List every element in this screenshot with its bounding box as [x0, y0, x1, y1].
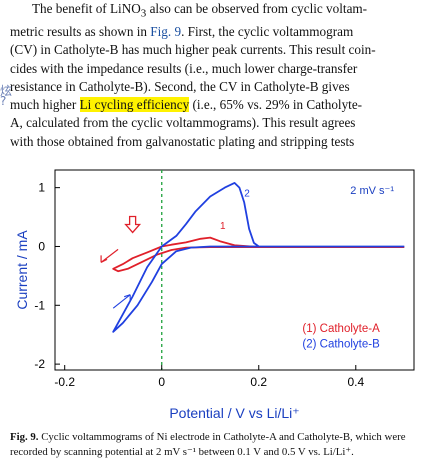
figure-caption: Fig. 9. Cyclic voltammograms of Ni elect… — [10, 430, 422, 460]
body-paragraph: The benefit of LiNO3 also can be observe… — [10, 0, 420, 151]
text-line-4: cides with the impedance results (i.e., … — [10, 60, 358, 76]
y-tick-label: 1 — [38, 181, 45, 195]
curve-label-2: 2 — [244, 188, 250, 199]
text-line-1: The benefit of LiNO3 also can be observe… — [10, 0, 420, 23]
text-segment: The benefit of LiNO — [32, 1, 141, 16]
blue-arrowhead-icon — [124, 294, 131, 301]
y-axis-label: Current / mA — [14, 230, 30, 310]
scan-rate-label: 2 mV s⁻¹ — [350, 185, 394, 197]
caption-text: Cyclic voltammograms of Ni electrode in … — [10, 431, 406, 458]
text-line-5: resistance in Catholyte-B). Second, the … — [10, 78, 350, 94]
red-arrow-icon — [100, 248, 119, 263]
x-axis-label: Potential / V vs Li/Li⁺ — [169, 405, 299, 421]
curve-label-1: 1 — [220, 221, 226, 232]
text-segment: also can be observed from cyclic voltam- — [146, 1, 368, 16]
x-tick-label: 0.2 — [250, 375, 267, 389]
x-tick-label: 0.4 — [347, 375, 364, 389]
text-line-2: metric results as shown in Fig. 9. First… — [10, 23, 420, 41]
caption-label: Fig. 9. — [10, 431, 39, 443]
legend-item-2: (2) Catholyte-B — [302, 339, 380, 351]
y-tick-label: -1 — [34, 298, 45, 312]
text-segment: metric results as shown in — [10, 23, 151, 39]
red-arrowhead-icon — [100, 255, 108, 263]
down-arrow-icon — [124, 215, 142, 234]
x-tick-label: 0 — [158, 375, 165, 389]
text-segment: (i.e., 65% vs. 29% in Catholyte- — [189, 97, 363, 113]
subscript: 3 — [140, 7, 147, 20]
y-tick-label: 0 — [38, 239, 45, 253]
text-line-3: (CV) in Catholyte-B has much higher peak… — [10, 42, 376, 58]
text-line-8: with those obtained from galvanostatic p… — [10, 133, 355, 149]
annotation-marker-icon[interactable]: 炫 ? — [0, 84, 13, 108]
y-tick-label: -2 — [34, 357, 45, 371]
cv-chart: 2 mV s⁻¹ 1 2 (1) Catholyte-A (2) Catholyte-B… — [14, 169, 415, 421]
text-line-7: A, calculated from the cyclic voltammogr… — [10, 115, 356, 131]
plot-area — [54, 169, 415, 371]
blue-arrow-icon — [112, 294, 131, 309]
x-tick-label: -0.2 — [54, 375, 75, 389]
text-segment: much higher — [10, 97, 80, 113]
figure-link[interactable]: Fig. 9 — [150, 23, 182, 39]
series-line-2 — [112, 182, 405, 333]
text-line-6: much higher Li cycling efficiency (i.e.,… — [10, 96, 420, 114]
legend-item-1: (1) Catholyte-A — [302, 323, 380, 335]
text-segment: . First, the cyclic voltammogram — [181, 23, 354, 39]
highlighted-text[interactable]: Li cycling efficiency — [79, 97, 190, 113]
